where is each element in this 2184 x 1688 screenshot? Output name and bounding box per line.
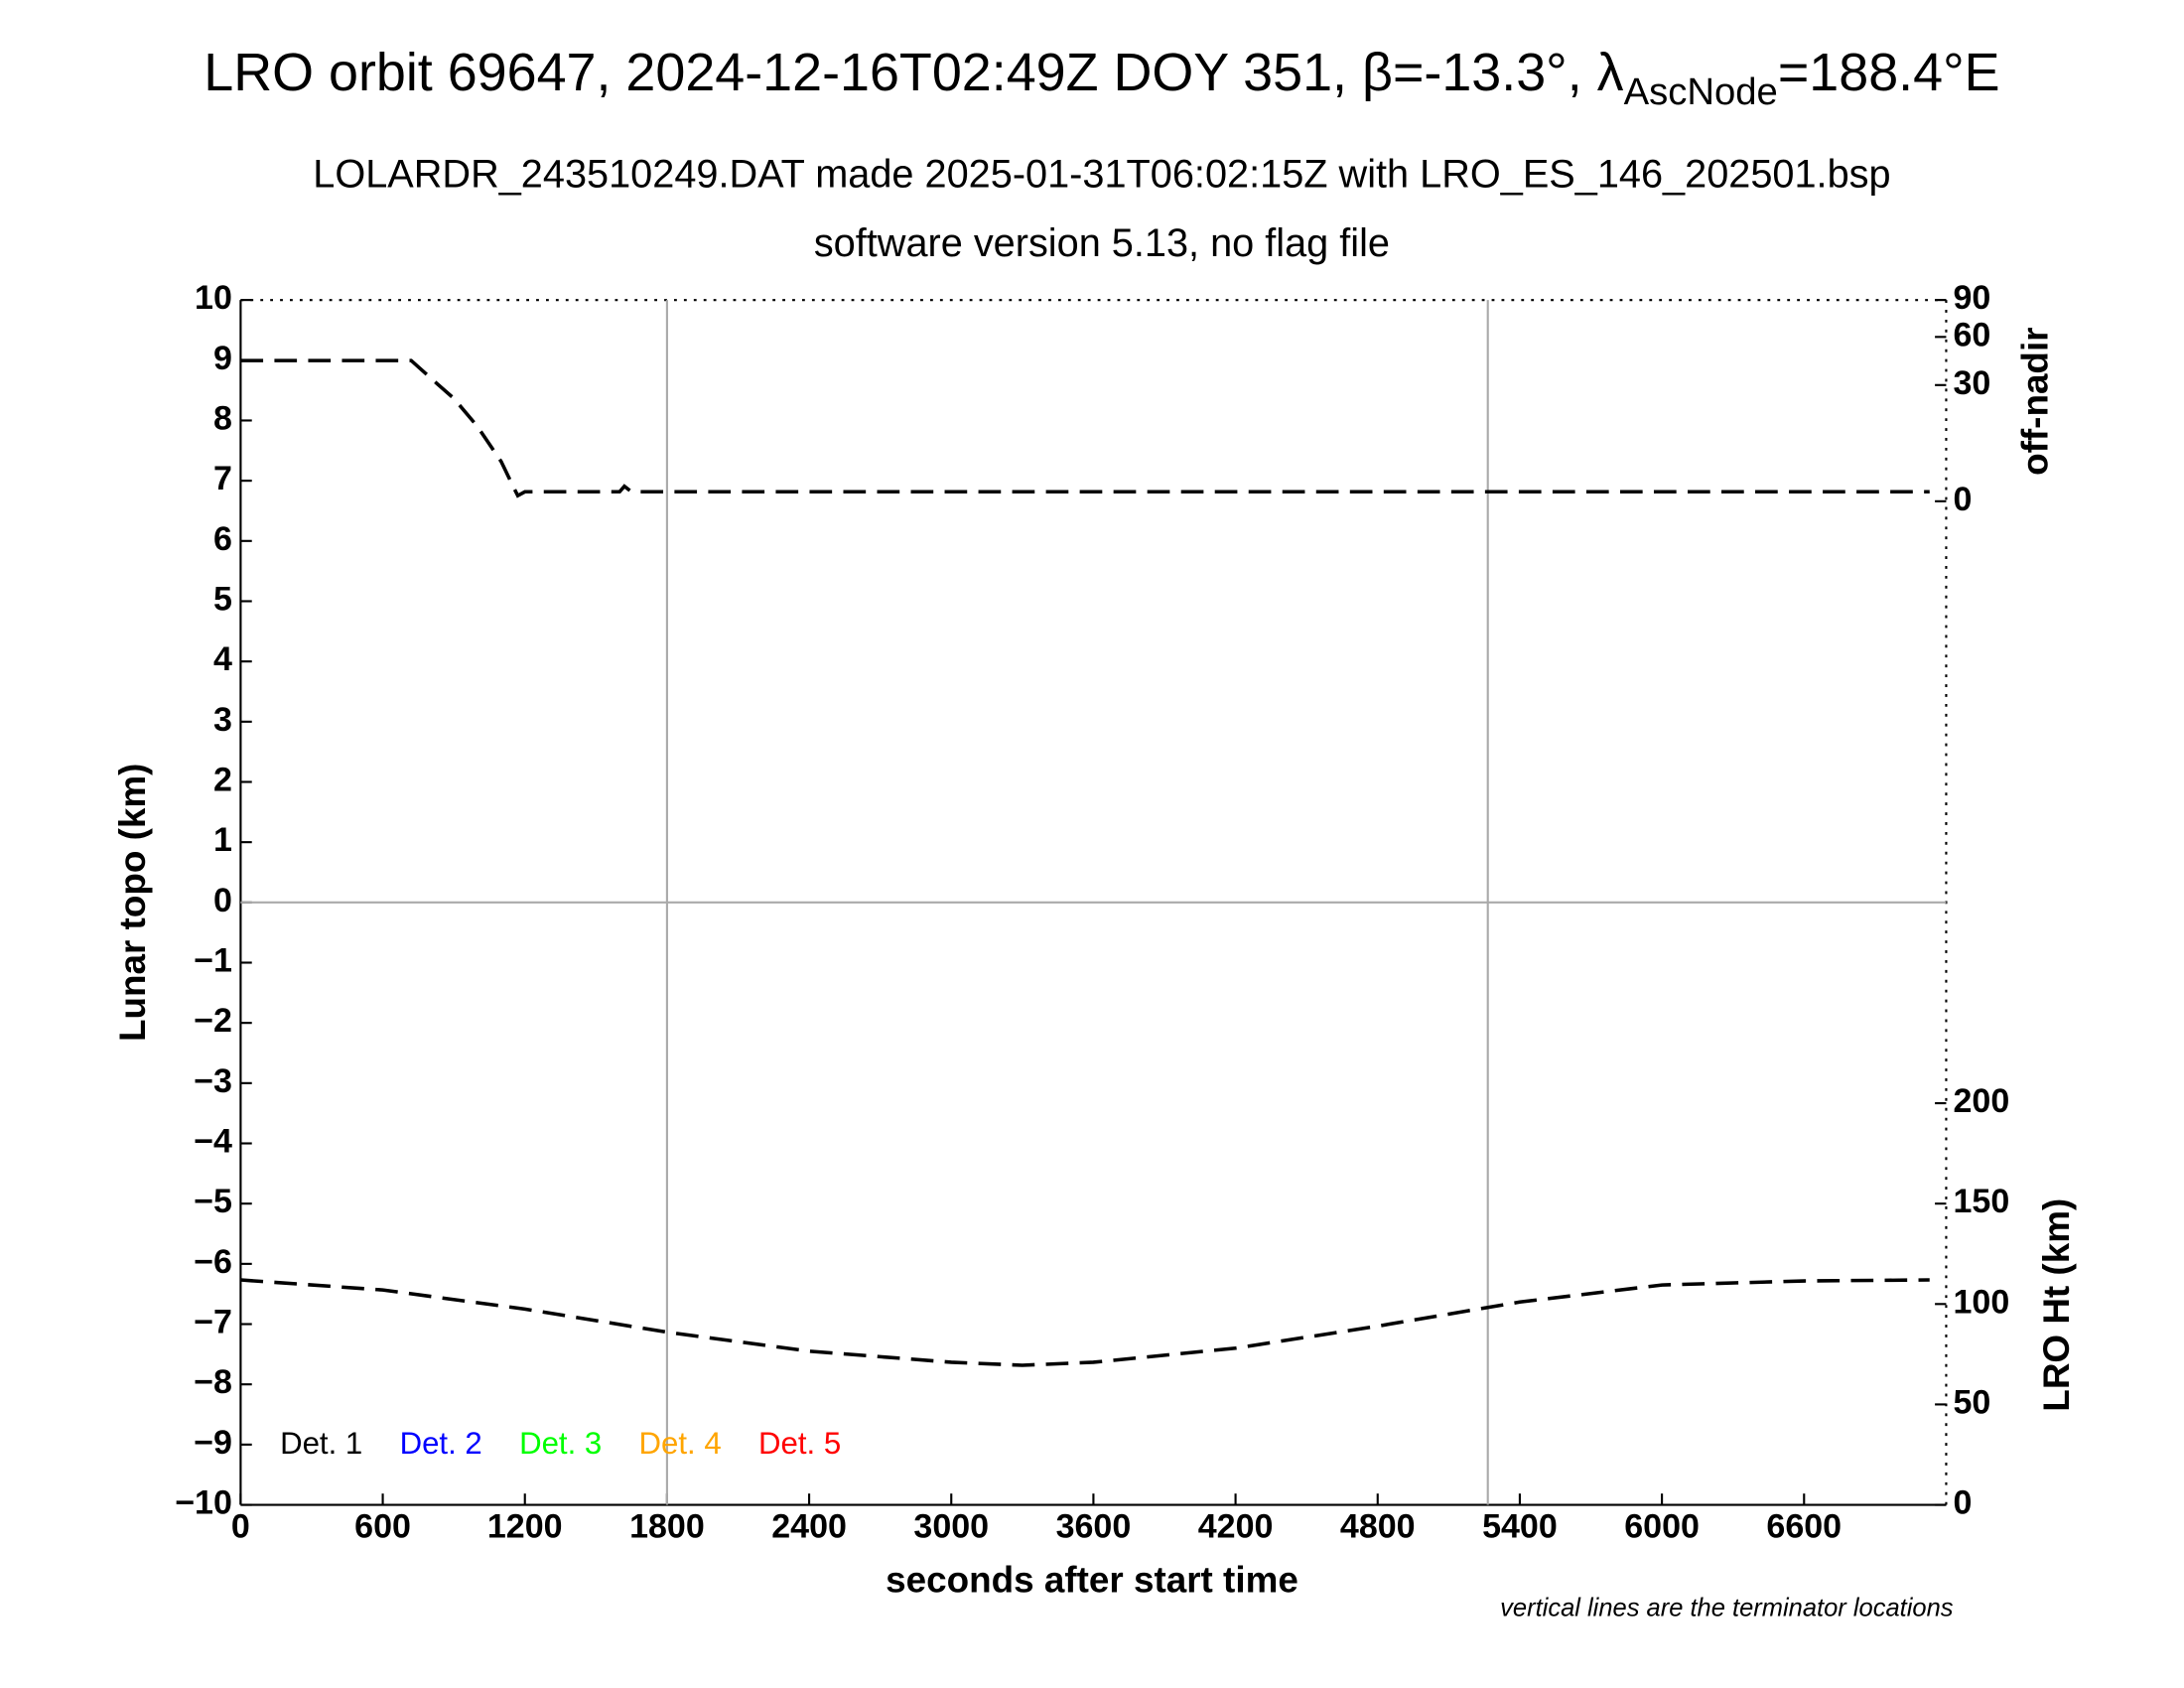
y2-tick-label: 0 xyxy=(1954,1484,1973,1522)
y-tick-label: 2 xyxy=(213,761,232,798)
x-axis-label: seconds after start time xyxy=(886,1559,1298,1600)
x-tick-label: 1800 xyxy=(629,1508,705,1546)
subtitle: LOLARDR_243510249.DAT made 2025-01-31T06… xyxy=(313,153,1890,197)
legend-entry: Det. 1 xyxy=(280,1426,362,1461)
y-tick-label: −5 xyxy=(194,1183,232,1220)
y-tick-label: −8 xyxy=(194,1363,232,1401)
y2-tick-label: 50 xyxy=(1954,1383,1991,1421)
y3-tick-label: 0 xyxy=(1954,481,1973,518)
title-main: LRO orbit 69647, 2024-12-16T02:49Z DOY 3… xyxy=(204,43,1623,102)
y2-tick-label: 100 xyxy=(1954,1283,2010,1321)
legend-entry: Det. 3 xyxy=(519,1426,602,1461)
x-tick-label: 3000 xyxy=(913,1508,989,1546)
x-tick-label: 4800 xyxy=(1340,1508,1416,1546)
y-tick-label: −9 xyxy=(194,1424,232,1462)
data-line xyxy=(240,358,1930,498)
y-tick-label: −6 xyxy=(194,1243,232,1281)
y-tick-label: 5 xyxy=(213,580,232,618)
y-tick-label: 0 xyxy=(213,882,232,919)
data-line xyxy=(240,1278,1930,1367)
y-tick-label: 9 xyxy=(213,340,232,377)
y3-axis-label: off-nadir xyxy=(2015,327,2056,475)
legend-entry: Det. 2 xyxy=(400,1426,482,1461)
y-tick-label: 4 xyxy=(213,640,232,678)
y-tick-label: −4 xyxy=(194,1122,232,1160)
y-axis-label: Lunar topo (km) xyxy=(112,764,153,1042)
y-tick-label: −1 xyxy=(194,941,232,979)
y-tick-label: 8 xyxy=(213,399,232,437)
y-tick-label: 3 xyxy=(213,701,232,739)
x-tick-label: 5400 xyxy=(1482,1508,1558,1546)
y-tick-label: 6 xyxy=(213,520,232,558)
y2-tick-label: 200 xyxy=(1954,1082,2010,1120)
y3-tick-label: 30 xyxy=(1954,364,1991,402)
title-suffix: =188.4°E xyxy=(1778,43,2000,102)
y-tick-label: 10 xyxy=(195,279,232,317)
y3-tick-label: 60 xyxy=(1954,316,1991,353)
subtitle2: software version 5.13, no flag file xyxy=(814,221,1390,265)
y-tick-label: 1 xyxy=(213,821,232,859)
x-tick-label: 0 xyxy=(231,1508,250,1546)
y2-tick-label: 150 xyxy=(1954,1183,2010,1220)
y-tick-label: 7 xyxy=(213,460,232,497)
y-tick-label: −10 xyxy=(175,1484,232,1522)
x-tick-label: 6600 xyxy=(1766,1508,1842,1546)
y2-axis-label: LRO Ht (km) xyxy=(2036,1198,2077,1412)
chart-title: LRO orbit 69647, 2024-12-16T02:49Z DOY 3… xyxy=(204,43,1999,113)
y-tick-label: −3 xyxy=(194,1062,232,1100)
x-tick-label: 2400 xyxy=(771,1508,847,1546)
y-tick-label: −7 xyxy=(194,1304,232,1341)
x-tick-label: 3600 xyxy=(1056,1508,1132,1546)
y-tick-label: −2 xyxy=(194,1002,232,1040)
x-tick-label: 6000 xyxy=(1624,1508,1700,1546)
legend-entry: Det. 5 xyxy=(758,1426,841,1461)
title-subscript: AscNode xyxy=(1624,70,1778,113)
y3-tick-label: 90 xyxy=(1954,279,1991,317)
x-tick-label: 1200 xyxy=(487,1508,563,1546)
legend-entry: Det. 4 xyxy=(639,1426,722,1461)
x-tick-label: 600 xyxy=(354,1508,411,1546)
note: vertical lines are the terminator locati… xyxy=(1500,1595,1954,1622)
x-tick-label: 4200 xyxy=(1198,1508,1274,1546)
